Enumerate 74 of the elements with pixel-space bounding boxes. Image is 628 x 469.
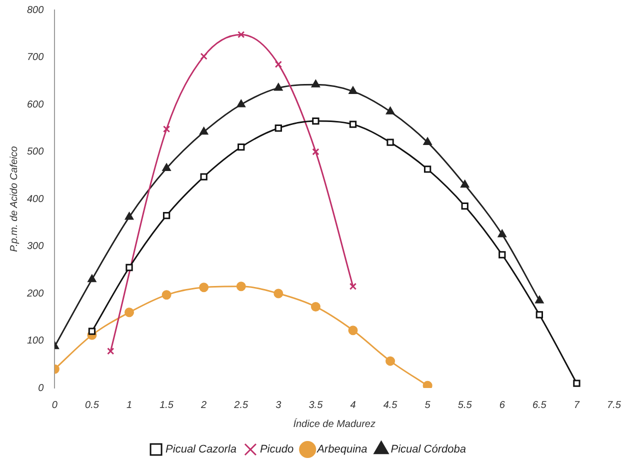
point — [498, 230, 506, 238]
legend-label: Picual Córdoba — [390, 444, 466, 456]
x-tick-label: 0.5 — [85, 400, 100, 411]
point — [422, 380, 432, 388]
y-tick-label: 300 — [26, 241, 44, 252]
legend-label: Arbequina — [316, 444, 368, 456]
x-tick-label: 0 — [52, 400, 58, 411]
x-tick-label: 2 — [200, 400, 208, 411]
x-tick-label: 5.5 — [458, 400, 472, 411]
point — [107, 348, 114, 355]
point — [424, 166, 432, 173]
y-tick-label: 400 — [26, 194, 44, 205]
x-tick-label: 3 — [276, 400, 282, 411]
point — [88, 328, 96, 335]
x-tick-label: 6.5 — [532, 400, 547, 411]
point — [236, 100, 246, 108]
point — [124, 308, 134, 318]
x-tick-label: 5 — [424, 400, 431, 411]
point — [386, 138, 394, 146]
point — [126, 264, 133, 272]
point — [199, 282, 209, 292]
point — [573, 380, 580, 387]
y-tick-label: 800 — [26, 4, 44, 16]
y-tick-label: 600 — [26, 99, 44, 110]
point — [386, 106, 394, 114]
point — [348, 326, 358, 336]
point — [200, 127, 208, 135]
point — [162, 290, 172, 300]
x-tick-label: 3.5 — [308, 400, 324, 411]
point — [312, 148, 320, 156]
point — [88, 274, 96, 282]
x-tick-label: 4 — [350, 400, 356, 411]
point — [461, 202, 468, 210]
point — [125, 212, 134, 220]
legend-label: Picual Cazorla — [166, 444, 236, 456]
x-tick-label: 7 — [574, 400, 580, 411]
point — [349, 282, 357, 290]
point — [238, 143, 245, 151]
point — [274, 60, 282, 68]
y-tick-label: 700 — [26, 52, 44, 64]
point — [535, 296, 544, 304]
y-tick-label: 200 — [26, 288, 44, 300]
x-axis-title: Índice de Madurez — [293, 418, 376, 430]
point — [200, 173, 208, 180]
y-tick-label: 0 — [38, 382, 44, 394]
x-tick-label: 4.5 — [383, 400, 398, 411]
point — [348, 86, 358, 94]
point — [274, 83, 283, 91]
point — [238, 30, 245, 38]
point — [162, 212, 170, 220]
x-tick-label: 6 — [499, 400, 506, 411]
x-tick-label: 1.5 — [160, 400, 174, 411]
point — [274, 124, 282, 132]
point — [536, 311, 544, 318]
y-tick-label: 500 — [26, 146, 44, 158]
y-tick-label: 100 — [26, 336, 44, 347]
x-tick-label: 2.5 — [233, 400, 249, 411]
point — [274, 288, 284, 298]
point — [236, 282, 246, 292]
point — [200, 52, 208, 60]
x-tick-label: 7.5 — [607, 400, 622, 411]
point — [311, 80, 320, 88]
legend-label: Picudo — [260, 444, 294, 456]
point — [386, 356, 396, 366]
point — [349, 120, 357, 128]
point — [312, 117, 320, 125]
point — [460, 180, 470, 188]
point — [162, 125, 170, 133]
point — [162, 164, 171, 172]
point — [498, 251, 506, 258]
point — [310, 302, 320, 312]
y-axis-title: P.p.m. de Acido Cafeico — [8, 146, 20, 252]
x-tick-label: 1 — [126, 400, 132, 411]
point — [423, 138, 432, 146]
